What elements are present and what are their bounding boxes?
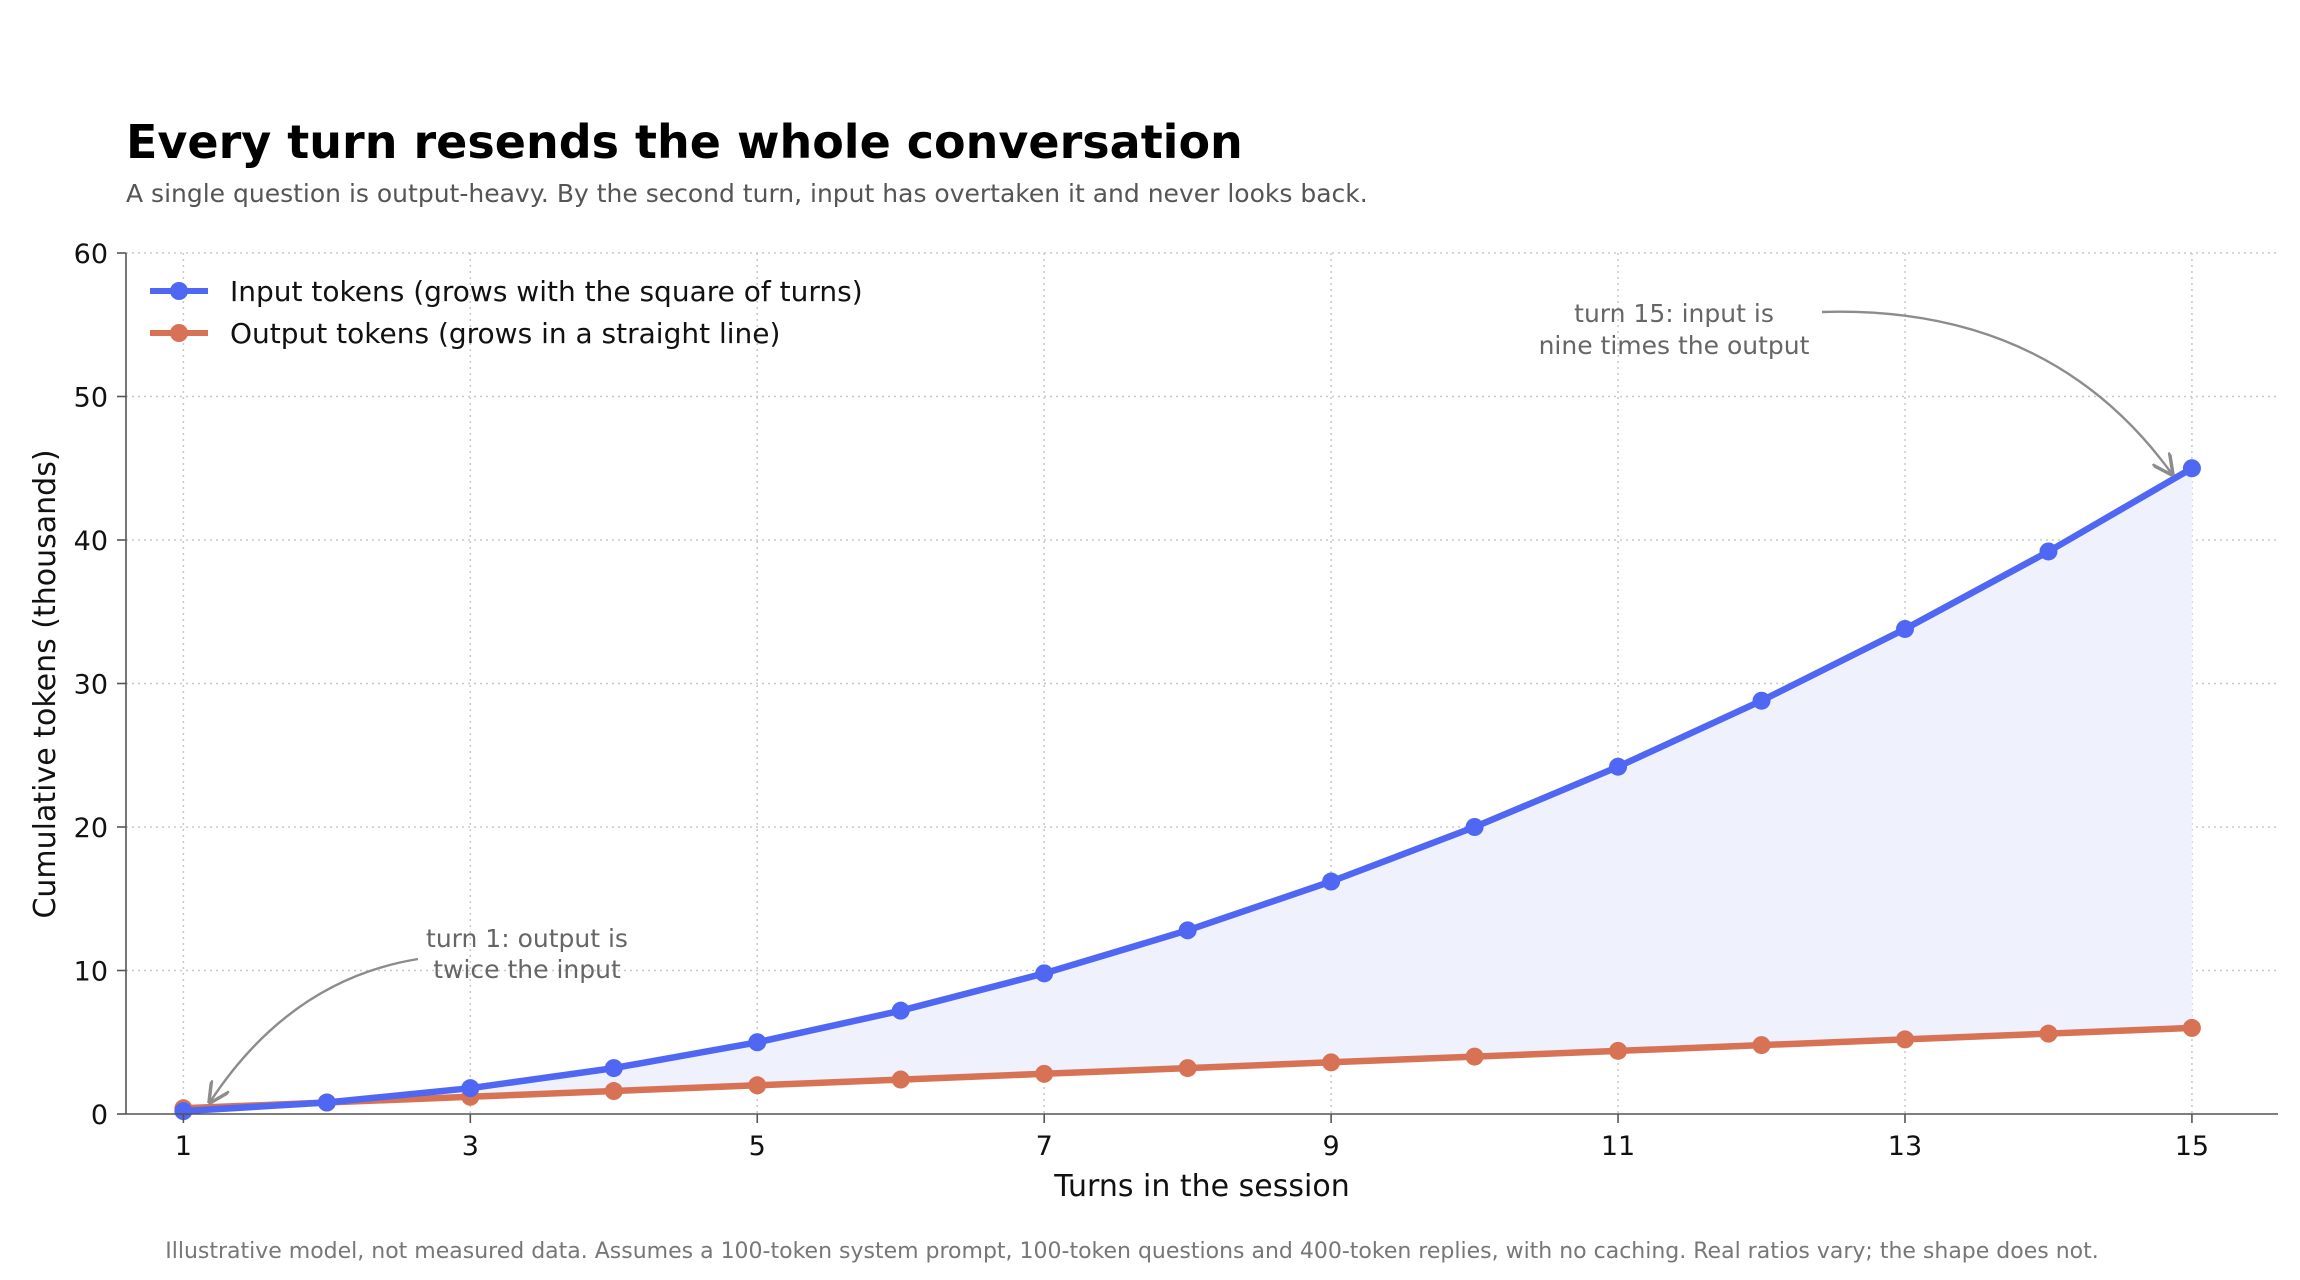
y-tick-label: 0	[91, 1100, 108, 1131]
input-point-turn-5	[748, 1033, 767, 1052]
x-tick-label: 1	[175, 1131, 192, 1162]
legend: Input tokens (grows with the square of t…	[150, 275, 863, 350]
input-output-gap-area	[183, 468, 2192, 1112]
legend-output-label: Output tokens (grows in a straight line)	[230, 317, 780, 350]
input-point-turn-7	[1035, 964, 1054, 983]
x-tick-label: 9	[1323, 1131, 1340, 1162]
input-point-turn-9	[1322, 872, 1341, 891]
input-point-turn-11	[1609, 757, 1628, 776]
input-point-turn-8	[1178, 921, 1197, 940]
input-point-turn-15	[2182, 459, 2201, 478]
output-point-turn-9	[1322, 1053, 1341, 1072]
annotation-turn-1-line-1: turn 1: output is	[426, 924, 628, 953]
legend-output-swatch-marker	[170, 324, 188, 342]
y-tick-label: 10	[74, 957, 108, 988]
input-area-fill	[183, 468, 2192, 1112]
x-tick-label: 13	[1888, 1131, 1922, 1162]
y-tick-label: 50	[74, 383, 108, 414]
annotation-turn-15-arrow	[1821, 310, 2172, 474]
annotation-turn-15-line-1: turn 15: input is	[1574, 299, 1774, 328]
annotation-turn-1: turn 1: output is twice the input	[210, 924, 628, 1102]
input-point-turn-10	[1465, 818, 1484, 836]
output-point-turn-15	[2182, 1018, 2201, 1037]
y-tick-label: 60	[74, 239, 108, 270]
annotation-turn-15: turn 15: input is nine times the output	[1539, 299, 2172, 474]
x-tick-label: 3	[462, 1131, 479, 1162]
input-point-turn-2	[317, 1093, 336, 1112]
footnote: Illustrative model, not measured data. A…	[165, 1239, 2099, 1264]
series	[174, 459, 2201, 1121]
legend-input-swatch-marker	[170, 282, 188, 300]
input-point-turn-4	[604, 1059, 623, 1078]
chart-subtitle: A single question is output-heavy. By th…	[126, 179, 1368, 208]
input-point-turn-13	[1895, 619, 1914, 638]
input-point-turn-1	[174, 1102, 193, 1121]
output-point-turn-13	[1895, 1030, 1914, 1049]
output-point-turn-6	[891, 1070, 910, 1089]
y-axis-label: Cumulative tokens (thousands)	[28, 449, 63, 918]
output-point-turn-5	[748, 1076, 767, 1095]
output-point-turn-12	[1752, 1036, 1771, 1055]
chart-title: Every turn resends the whole conversatio…	[126, 115, 1243, 169]
legend-input-label: Input tokens (grows with the square of t…	[230, 275, 863, 308]
annotation-turn-1-line-2: twice the input	[433, 955, 621, 984]
output-point-turn-7	[1035, 1064, 1054, 1083]
x-tick-label: 15	[2175, 1131, 2209, 1162]
output-point-turn-10	[1465, 1047, 1484, 1066]
x-tick-label: 7	[1036, 1131, 1053, 1162]
input-point-turn-12	[1752, 691, 1771, 710]
x-tick-label: 11	[1601, 1131, 1635, 1162]
y-tick-label: 40	[74, 526, 108, 557]
annotation-turn-15-line-2: nine times the output	[1539, 331, 1810, 360]
output-point-turn-14	[2039, 1024, 2058, 1043]
y-tick-label: 30	[74, 670, 108, 701]
input-point-turn-14	[2039, 542, 2058, 561]
output-point-turn-4	[604, 1082, 623, 1101]
output-point-turn-11	[1609, 1041, 1628, 1060]
x-axis-label: Turns in the session	[1053, 1169, 1349, 1204]
output-point-turn-8	[1178, 1059, 1197, 1078]
y-tick-label: 20	[74, 813, 108, 844]
input-point-turn-6	[891, 1001, 910, 1020]
x-tick-label: 5	[749, 1131, 766, 1162]
annotation-turn-1-arrow	[210, 957, 419, 1102]
input-point-turn-3	[461, 1079, 480, 1098]
